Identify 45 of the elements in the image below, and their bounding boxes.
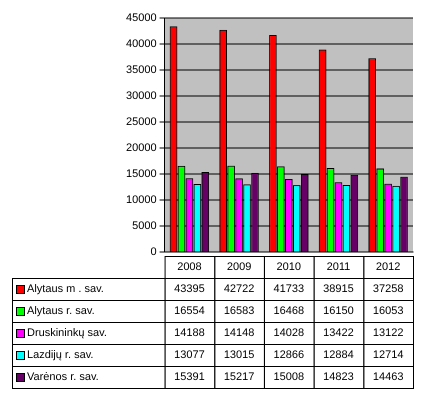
legend-label: Alytaus r. sav. (27, 305, 95, 318)
data-label: 37258 (372, 283, 404, 296)
data-label: 42722 (224, 283, 254, 296)
y-tick-label: 45000 (126, 12, 157, 24)
data-label: 16583 (224, 305, 254, 318)
data-label: 15391 (174, 371, 205, 384)
data-label: 12884 (323, 349, 354, 362)
data-label: 16150 (323, 305, 354, 318)
y-tick-label: 35000 (126, 64, 157, 76)
legend-label: Druskininkų sav. (27, 327, 107, 340)
y-tick-label: 25000 (126, 116, 157, 128)
data-label: 16468 (273, 305, 304, 318)
data-label: 16053 (372, 305, 404, 318)
x-tick-label: 2009 (226, 261, 252, 274)
data-label: 13122 (372, 327, 404, 340)
data-label: 14463 (372, 371, 404, 384)
data-label: 15217 (224, 371, 254, 384)
data-label: 13422 (323, 327, 354, 340)
y-tick-label: 10000 (126, 194, 157, 206)
data-label: 14188 (174, 327, 205, 340)
y-tick-label: 0 (150, 246, 157, 258)
data-label: 12866 (273, 349, 304, 362)
legend-label: Lazdijų r. sav. (27, 349, 94, 362)
y-tick-label: 30000 (126, 90, 157, 102)
x-tick-label: 2011 (326, 261, 350, 274)
data-label: 14148 (224, 327, 254, 340)
data-label: 12714 (372, 349, 404, 362)
data-label: 13077 (174, 349, 205, 362)
y-tick-label: 5000 (132, 220, 157, 232)
data-label: 38915 (323, 283, 354, 296)
y-tick-label: 20000 (126, 142, 157, 154)
legend-label: Varėnos r. sav. (27, 371, 99, 384)
data-label: 16554 (174, 305, 205, 318)
data-label: 15008 (273, 371, 304, 384)
data-label: 14823 (323, 371, 354, 384)
y-tick-label: 15000 (126, 168, 157, 180)
x-tick-label: 2010 (276, 261, 302, 274)
data-label: 43395 (174, 283, 205, 296)
data-label: 14028 (273, 327, 304, 340)
x-tick-label: 2012 (376, 261, 400, 274)
data-label: 41733 (273, 283, 304, 296)
y-tick-label: 40000 (126, 38, 157, 50)
data-label: 13015 (224, 349, 254, 362)
x-tick-label: 2008 (177, 261, 202, 274)
legend-label: Alytaus m . sav. (27, 283, 104, 296)
